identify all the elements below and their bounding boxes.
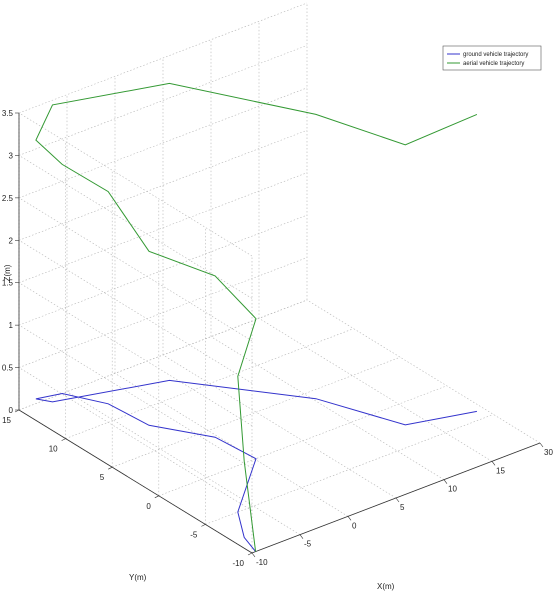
y-tick-mark <box>14 409 20 413</box>
x-tick-label: 30 <box>544 448 553 457</box>
x-tick-mark <box>443 479 448 484</box>
y-tick-mark <box>154 495 159 499</box>
sidewall-gridline-z <box>18 112 253 257</box>
floor-gridline-y <box>65 328 354 439</box>
x-tick-mark <box>299 534 304 539</box>
aerial-vehicle-trajectory-line <box>35 82 478 552</box>
legend-label-ground: ground vehicle trajectory <box>463 52 528 58</box>
y-tick-label: 0 <box>146 502 151 511</box>
backwall-gridline-z <box>18 214 308 326</box>
sidewall-gridline-z <box>18 155 253 299</box>
sidewall-gridline-z <box>18 324 253 469</box>
y-axis-line <box>18 409 253 554</box>
y-tick-mark <box>61 438 66 441</box>
floor-gridline-y <box>158 385 447 497</box>
x-tick-mark <box>539 442 544 448</box>
floor-gridline-y <box>112 356 401 468</box>
sidewall-gridline-z <box>18 282 253 426</box>
legend-label-aerial: aerial vehicle trajectory <box>463 61 524 67</box>
y-tick-label: -10 <box>232 559 244 568</box>
legend: ground vehicle trajectory aerial vehicle… <box>442 45 542 71</box>
x-tick-label: -10 <box>256 558 268 567</box>
x-tick-mark <box>347 516 352 521</box>
y-axis-label: Y(m) <box>129 573 147 582</box>
floor-gridline-x <box>210 336 445 480</box>
sidewall-gridline-z <box>18 197 253 342</box>
floor-gridline-x <box>66 391 301 535</box>
floor-gridline-x <box>162 354 397 499</box>
floor-gridline-y <box>205 414 494 525</box>
z-tick-label: 2 <box>9 236 14 245</box>
y-tick-label: 5 <box>100 473 105 482</box>
backwall-gridline-z <box>18 172 308 283</box>
backwall-gridline-z <box>18 299 308 411</box>
y-tick-label: 15 <box>2 416 11 425</box>
x-tick-label: 5 <box>400 503 405 512</box>
z-tick-label: 2.5 <box>2 194 14 203</box>
y-tick-mark <box>247 552 253 556</box>
backwall-gridline-z <box>18 130 308 241</box>
x-tick-label: 0 <box>352 521 357 530</box>
ground-vehicle-trajectory-line <box>35 379 477 552</box>
floor-gridline-x <box>114 373 349 517</box>
z-tick-label: 3 <box>9 151 14 160</box>
z-tick-label: 3.5 <box>2 109 14 118</box>
z-tick-label: 0 <box>9 406 14 415</box>
floor-gridline-x <box>258 318 493 462</box>
x-axis-label: X(m) <box>377 582 395 591</box>
backwall-gridline-z <box>18 257 308 368</box>
x-tick-label: 10 <box>448 485 457 494</box>
backwall-gridline-z <box>18 2 308 114</box>
y-tick-label: -5 <box>190 530 198 539</box>
x-tick-mark <box>491 461 496 466</box>
x-tick-mark <box>251 552 256 558</box>
x-tick-label: 15 <box>496 466 505 475</box>
z-tick-label: 1 <box>9 321 14 330</box>
backwall-gridline-z <box>18 87 308 199</box>
z-axis-label: Z(m) <box>3 264 12 281</box>
y-tick-mark <box>108 466 113 470</box>
y-tick-mark <box>201 524 206 527</box>
sidewall-gridline-z <box>18 367 253 511</box>
z-tick-label: 0.5 <box>2 364 14 373</box>
x-tick-label: -5 <box>304 540 312 549</box>
x-tick-mark <box>395 497 400 503</box>
floor-gridline-x <box>306 299 541 444</box>
z-tick-label: 1.5 <box>2 279 14 288</box>
y-tick-label: 10 <box>49 445 58 454</box>
axes-grid <box>18 2 541 554</box>
series-lines <box>35 82 478 552</box>
sidewall-gridline-z <box>18 240 253 384</box>
legend-box <box>442 45 542 71</box>
backwall-gridline-z <box>18 45 308 156</box>
axis-labels: X(m) Y(m) Z(m) <box>3 264 395 591</box>
